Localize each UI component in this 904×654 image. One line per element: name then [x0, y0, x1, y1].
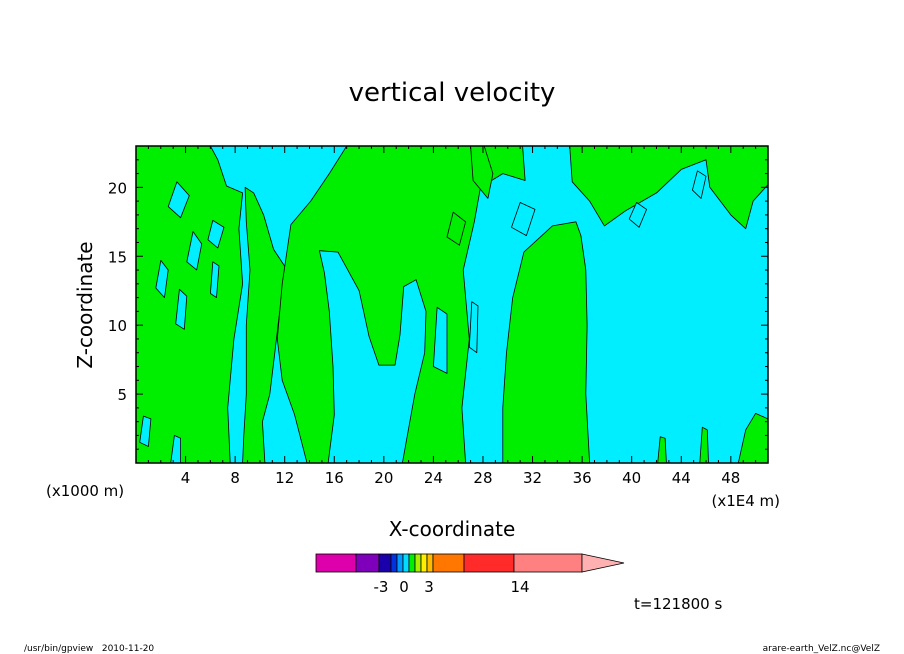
footer-file: arare-earth_VelZ.nc@VelZ — [763, 644, 880, 654]
x-tick-label: 16 — [325, 469, 344, 487]
colorbar-arrow — [581, 553, 625, 573]
positive-region — [502, 221, 590, 463]
negative-island — [511, 202, 536, 236]
negative-island — [433, 306, 448, 374]
y-tick-label: 10 — [108, 317, 127, 335]
positive-region — [242, 186, 288, 463]
y-axis-label: Z-coordinate — [73, 241, 97, 368]
footer-program-date: /usr/bin/gpview 2010-11-20 — [24, 644, 154, 654]
colorbar — [315, 553, 625, 573]
colorbar-segment — [315, 553, 357, 573]
negative-island — [170, 435, 181, 463]
colorbar-label: 14 — [510, 578, 529, 596]
chart-title: vertical velocity — [349, 78, 556, 108]
x-unit-left: (x1000 m) — [46, 482, 124, 500]
x-tick-label: 8 — [230, 469, 240, 487]
colorbar-segment — [414, 553, 422, 573]
x-tick-label: 36 — [573, 469, 592, 487]
negative-island — [186, 231, 203, 271]
x-axis-ticks: 4 8 12 16 20 24 28 32 36 40 44 48 — [147, 146, 757, 487]
negative-velocity-islands — [139, 170, 707, 463]
x-tick-label: 12 — [275, 469, 294, 487]
colorbar-segment — [426, 553, 434, 573]
x-tick-label: 24 — [424, 469, 443, 487]
positive-region — [569, 146, 768, 230]
colorbar-segment — [432, 553, 465, 573]
x-tick-label: 4 — [181, 469, 191, 487]
time-label: t=121800 s — [634, 595, 722, 613]
y-tick-label: 15 — [108, 248, 127, 266]
colorbar-segment — [420, 553, 428, 573]
negative-island — [628, 202, 647, 228]
x-tick-label: 28 — [473, 469, 492, 487]
x-tick-label: 48 — [721, 469, 740, 487]
positive-region — [470, 146, 494, 199]
positive-region — [136, 146, 243, 463]
positive-region — [657, 436, 667, 463]
y-tick-label: 20 — [108, 179, 127, 197]
colorbar-segment — [408, 553, 416, 573]
x-tick-label: 20 — [374, 469, 393, 487]
contour-field — [136, 146, 768, 463]
colorbar-labels: -3 0 3 14 — [374, 578, 530, 596]
x-tick-label: 40 — [622, 469, 641, 487]
colorbar-segment — [463, 553, 515, 573]
colorbar-segment — [402, 553, 410, 573]
positive-velocity-regions — [136, 146, 768, 463]
colorbar-segment — [513, 553, 583, 573]
x-axis-label: X-coordinate — [389, 517, 516, 541]
plot-frame — [135, 145, 769, 464]
negative-island — [175, 288, 188, 330]
negative-island — [207, 220, 225, 249]
negative-island — [210, 261, 220, 298]
colorbar-label: 3 — [424, 578, 434, 596]
colorbar-label: -3 — [374, 578, 389, 596]
colorbar-label: 0 — [399, 578, 409, 596]
colorbar-segment — [355, 553, 380, 573]
negative-island — [155, 260, 169, 298]
colorbar-segment — [396, 553, 404, 573]
negative-island — [468, 301, 479, 354]
colorbar-segment — [378, 553, 392, 573]
positive-region — [446, 211, 466, 246]
negative-island — [167, 181, 190, 219]
colorbar-segment — [390, 553, 398, 573]
y-axis-ticks: 5 10 15 20 — [108, 159, 768, 450]
x-tick-label: 32 — [523, 469, 542, 487]
positive-region — [737, 413, 768, 463]
y-tick-label: 5 — [117, 386, 127, 404]
x-tick-label: 44 — [672, 469, 691, 487]
negative-island — [692, 170, 707, 199]
x-unit-right: (x1E4 m) — [711, 492, 780, 510]
negative-island — [139, 415, 152, 447]
positive-region — [699, 426, 709, 463]
